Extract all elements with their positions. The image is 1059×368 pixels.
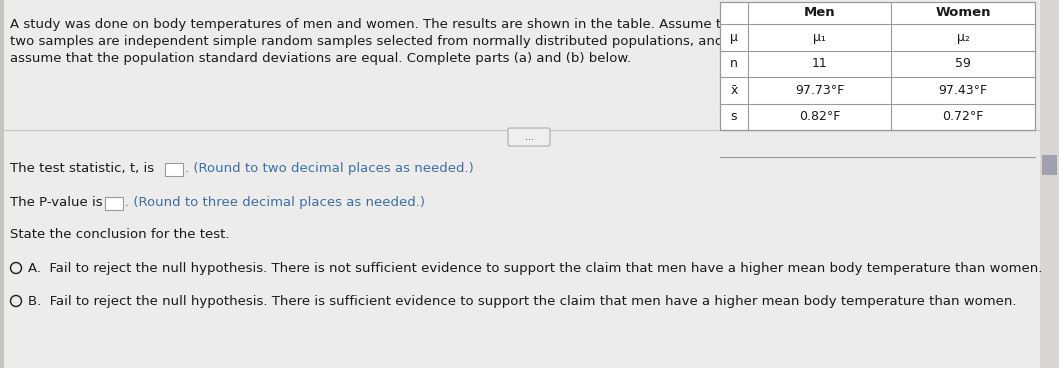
Bar xyxy=(0,0,1059,150)
Bar xyxy=(0,0,4,368)
Text: μ₁: μ₁ xyxy=(813,31,826,44)
Text: assume that the population standard deviations are equal. Complete parts (a) and: assume that the population standard devi… xyxy=(10,52,631,65)
Text: 97.73°F: 97.73°F xyxy=(795,84,844,97)
Text: 97.43°F: 97.43°F xyxy=(938,84,988,97)
Text: μ₂: μ₂ xyxy=(956,31,969,44)
Text: A.  Fail to reject the null hypothesis. There is not sufficient evidence to supp: A. Fail to reject the null hypothesis. T… xyxy=(28,262,1042,275)
Text: 59: 59 xyxy=(955,57,971,70)
Text: B.  Fail to reject the null hypothesis. There is sufficient evidence to support : B. Fail to reject the null hypothesis. T… xyxy=(28,295,1017,308)
FancyBboxPatch shape xyxy=(508,128,550,146)
Text: 0.82°F: 0.82°F xyxy=(798,110,840,123)
Text: A study was done on body temperatures of men and women. The results are shown in: A study was done on body temperatures of… xyxy=(10,18,769,31)
Text: The P-value is: The P-value is xyxy=(10,196,107,209)
Text: s: s xyxy=(731,110,737,123)
Text: μ: μ xyxy=(730,31,738,44)
Bar xyxy=(105,197,123,210)
Text: n: n xyxy=(730,57,738,70)
Text: The test statistic, t, is: The test statistic, t, is xyxy=(10,162,159,175)
Text: x̄: x̄ xyxy=(731,84,738,97)
Text: . (Round to three decimal places as needed.): . (Round to three decimal places as need… xyxy=(125,196,425,209)
Text: Men: Men xyxy=(804,7,836,20)
Text: . (Round to two decimal places as needed.): . (Round to two decimal places as needed… xyxy=(185,162,473,175)
Text: Women: Women xyxy=(935,7,991,20)
Bar xyxy=(1040,0,1059,368)
Text: 11: 11 xyxy=(811,57,827,70)
Text: two samples are independent simple random samples selected from normally distrib: two samples are independent simple rando… xyxy=(10,35,770,48)
Text: 0.72°F: 0.72°F xyxy=(943,110,984,123)
Bar xyxy=(0,130,1059,368)
Text: ...: ... xyxy=(524,132,534,142)
Bar xyxy=(1042,155,1057,175)
Bar xyxy=(165,163,183,176)
Text: State the conclusion for the test.: State the conclusion for the test. xyxy=(10,228,230,241)
Bar xyxy=(720,2,1035,130)
